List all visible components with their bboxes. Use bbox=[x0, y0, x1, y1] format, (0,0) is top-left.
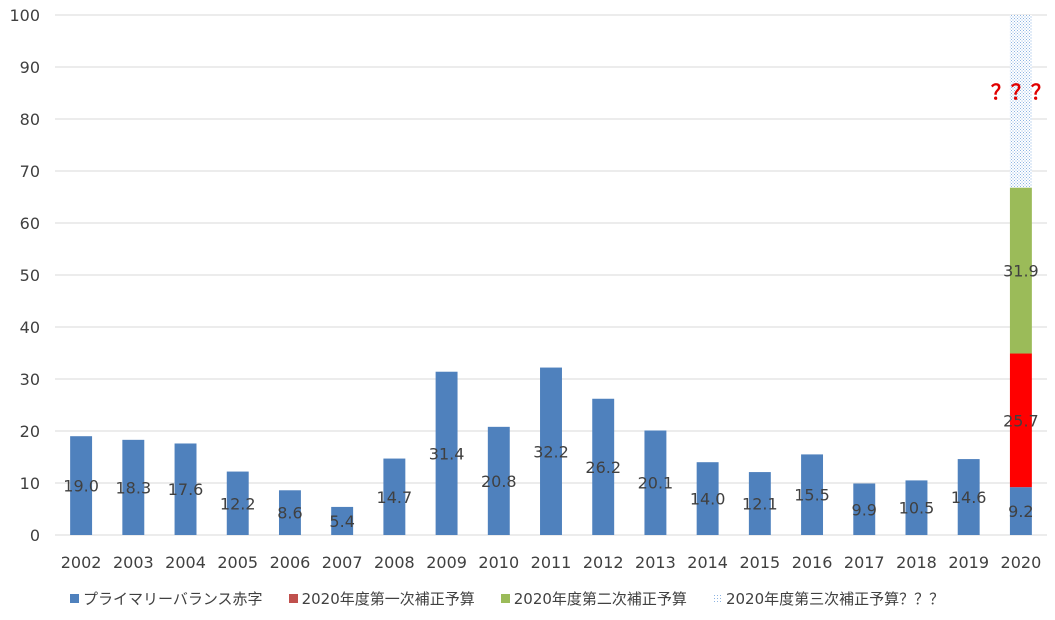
y-tick-label: 90 bbox=[20, 58, 40, 77]
legend-label: 2020年度第一次補正予算 bbox=[301, 590, 475, 608]
y-tick-label: 30 bbox=[20, 370, 40, 389]
x-tick-label: 2009 bbox=[426, 553, 467, 572]
legend-label: 2020年度第三次補正予算？？？ bbox=[725, 590, 945, 608]
bar-2020-series-2 bbox=[1009, 353, 1032, 488]
annotations: ？？？ bbox=[991, 80, 1051, 104]
x-tick-label: 2017 bbox=[844, 553, 885, 572]
bar-2020-series-1 bbox=[1009, 487, 1032, 535]
x-tick-label: 2008 bbox=[374, 553, 415, 572]
bar-2015-series-1 bbox=[748, 472, 771, 535]
x-tick-label: 2018 bbox=[896, 553, 937, 572]
x-tick-label: 2014 bbox=[687, 553, 728, 572]
bar-2005-series-1 bbox=[226, 471, 249, 535]
data-label: 26.2 bbox=[585, 458, 621, 477]
x-tick-label: 2004 bbox=[165, 553, 206, 572]
bar-2007-series-1 bbox=[331, 506, 354, 535]
question-marks-annotation: ？？？ bbox=[991, 80, 1051, 104]
x-tick-label: 2020 bbox=[1001, 553, 1042, 572]
bar-2012-series-1 bbox=[592, 398, 615, 535]
x-tick-label: 2010 bbox=[478, 553, 519, 572]
x-tick-label: 2011 bbox=[531, 553, 572, 572]
legend-item-3: 2020年度第二次補正予算 bbox=[500, 588, 687, 609]
bar-2006-series-1 bbox=[278, 490, 301, 535]
y-tick-label: 20 bbox=[20, 422, 40, 441]
legend-item-1: プライマリーバランス赤字 bbox=[70, 588, 263, 609]
x-tick-label: 2015 bbox=[739, 553, 780, 572]
grid bbox=[55, 14, 1047, 536]
data-label: 5.4 bbox=[329, 512, 354, 531]
bar-2020-series-4 bbox=[1009, 15, 1032, 188]
data-label: 10.5 bbox=[899, 499, 935, 518]
bar-2020-series-3 bbox=[1009, 187, 1032, 354]
y-tick-label: 60 bbox=[20, 214, 40, 233]
y-axis: 0 10 20 30 40 50 60 70 80 90 100 bbox=[9, 6, 40, 545]
data-label: 12.2 bbox=[220, 494, 256, 513]
data-label: 9.2 bbox=[1008, 502, 1033, 521]
y-tick-label: 80 bbox=[20, 110, 40, 129]
bar-2011-series-1 bbox=[540, 367, 562, 535]
x-tick-label: 2007 bbox=[322, 553, 363, 572]
y-tick-label: 0 bbox=[30, 526, 40, 545]
legend-item-2: 2020年度第一次補正予算 bbox=[288, 588, 475, 609]
bar-2018-series-1 bbox=[905, 480, 928, 535]
bar-2014-series-1 bbox=[696, 462, 719, 535]
x-tick-label: 2006 bbox=[270, 553, 311, 572]
bar-2010-series-1 bbox=[487, 426, 510, 535]
data-labels: 19.0 18.3 17.6 12.2 8.6 5.4 14.7 31.4 20.8 32.2 26… bbox=[63, 262, 1038, 531]
chart-plot: 0 10 20 30 40 50 60 70 80 90 100 19.0 18.3 17.6 12.2 8… bbox=[9, 6, 1051, 572]
data-label: 14.6 bbox=[951, 488, 987, 507]
data-label: 31.4 bbox=[429, 444, 465, 463]
data-label: 14.7 bbox=[377, 488, 413, 507]
data-label: 12.1 bbox=[742, 495, 778, 514]
data-label: 20.8 bbox=[481, 472, 517, 491]
data-label: 32.2 bbox=[533, 442, 569, 461]
legend-swatch bbox=[288, 594, 298, 603]
y-tick-label: 70 bbox=[20, 162, 40, 181]
data-label: 17.6 bbox=[168, 480, 204, 499]
y-tick-label: 10 bbox=[20, 474, 40, 493]
legend-label: プライマリーバランス赤字 bbox=[83, 590, 263, 608]
bar-2003-series-1 bbox=[122, 439, 145, 535]
x-tick-label: 2002 bbox=[61, 553, 102, 572]
legend-item-4: 2020年度第三次補正予算？？？ bbox=[712, 588, 945, 609]
x-tick-label: 2012 bbox=[583, 553, 624, 572]
legend-swatch bbox=[500, 594, 510, 603]
x-axis: 2002 2003 2004 2005 2006 2007 2008 2009 2010 2011… bbox=[61, 553, 1042, 572]
legend: プライマリーバランス赤字 2020年度第一次補正予算 2020年度第二次補正予算 20… bbox=[70, 588, 944, 609]
data-label: 20.1 bbox=[638, 474, 674, 493]
bar-2004-series-1 bbox=[174, 443, 197, 535]
bar-2002-series-1 bbox=[70, 436, 93, 535]
legend-swatch bbox=[712, 594, 722, 603]
y-tick-label: 40 bbox=[20, 318, 40, 337]
data-label: 25.7 bbox=[1003, 411, 1039, 430]
bar-2009-series-1 bbox=[435, 371, 458, 535]
legend-label: 2020年度第二次補正予算 bbox=[513, 590, 687, 608]
x-tick-label: 2003 bbox=[113, 553, 154, 572]
y-tick-label: 100 bbox=[9, 6, 40, 25]
x-tick-label: 2016 bbox=[792, 553, 833, 572]
x-tick-label: 2005 bbox=[217, 553, 258, 572]
bar-2019-series-1 bbox=[957, 459, 980, 535]
bar-2017-series-1 bbox=[853, 483, 876, 535]
legend-swatch bbox=[70, 594, 79, 603]
data-label: 18.3 bbox=[116, 478, 152, 497]
data-label: 14.0 bbox=[690, 490, 726, 509]
bar-2016-series-1 bbox=[801, 454, 824, 535]
x-tick-label: 2019 bbox=[948, 553, 989, 572]
x-tick-label: 2013 bbox=[635, 553, 676, 572]
data-label: 9.9 bbox=[852, 500, 877, 519]
bar-2013-series-1 bbox=[644, 430, 667, 535]
data-label: 19.0 bbox=[63, 477, 99, 496]
data-label: 15.5 bbox=[794, 486, 830, 505]
bars bbox=[70, 15, 1032, 535]
y-tick-label: 50 bbox=[20, 266, 40, 285]
data-label: 31.9 bbox=[1003, 262, 1039, 281]
data-label: 8.6 bbox=[277, 504, 302, 523]
bar-2008-series-1 bbox=[383, 458, 406, 535]
